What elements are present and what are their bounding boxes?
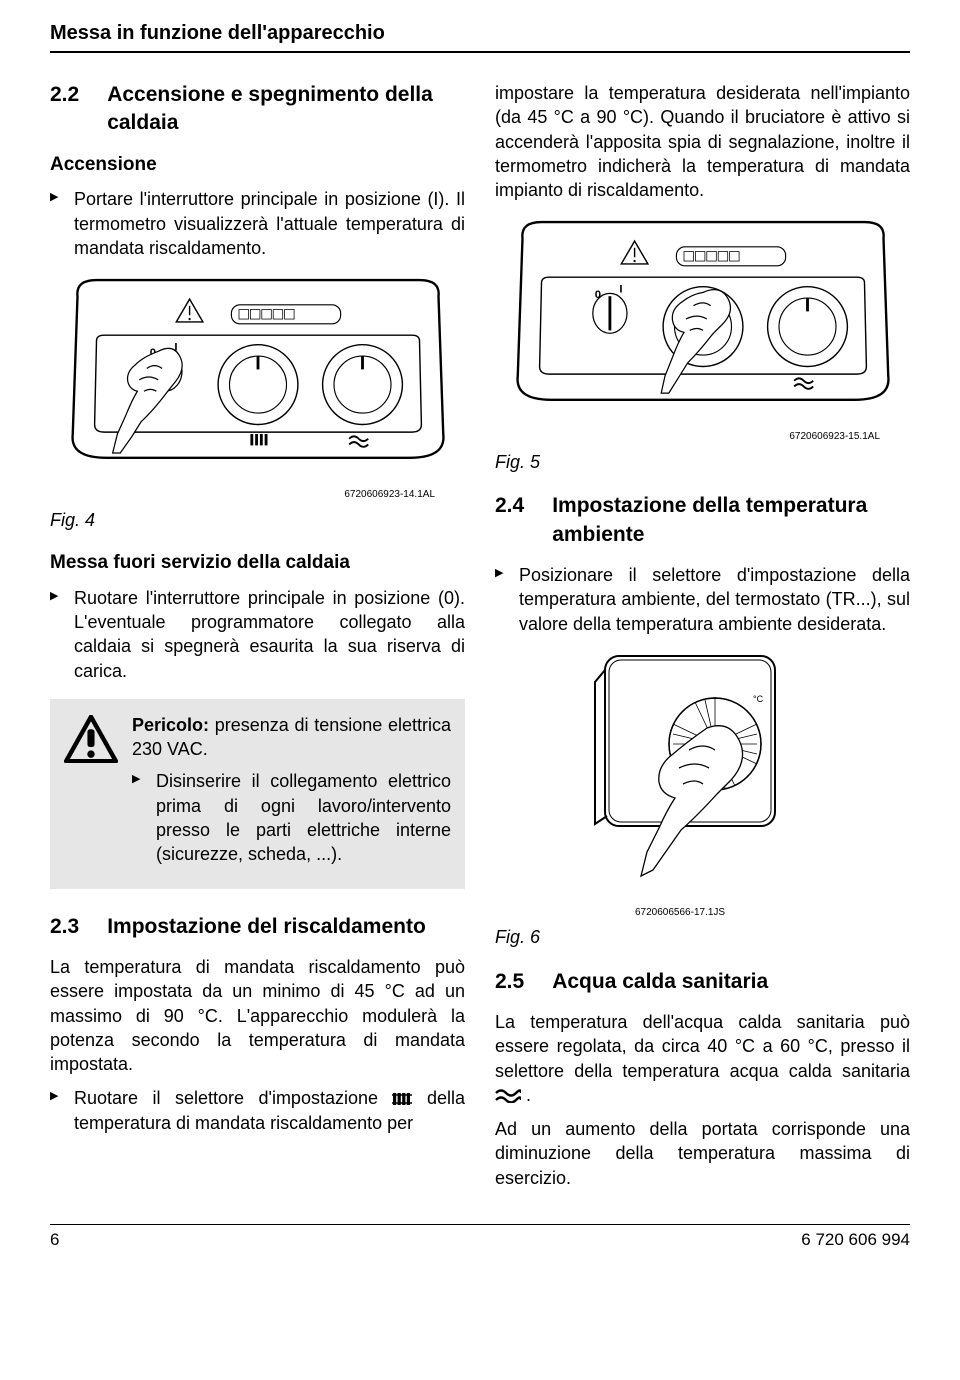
figure-4-caption: Fig. 4 xyxy=(50,508,465,532)
thermostat-illustration: °C xyxy=(545,646,805,906)
page-footer: 6 6 720 606 994 xyxy=(50,1224,910,1252)
section-2-3-heading: 2.3 Impostazione del riscaldamento xyxy=(50,913,465,941)
list-item: Posizionare il selettore d'impostazione … xyxy=(495,563,910,636)
figure-code: 6720606923-15.1AL xyxy=(495,430,910,444)
list-item: Ruotare il selettore d'impostazione dell… xyxy=(50,1086,465,1135)
document-id: 6 720 606 994 xyxy=(801,1229,910,1252)
boiler-panel-illustration-switch: 0 I xyxy=(68,272,448,482)
warning-lead-bold: Pericolo: xyxy=(132,715,209,735)
list-item: Portare l'interruttore principale in pos… xyxy=(50,187,465,260)
section-number: 2.5 xyxy=(495,968,524,996)
section-2-4-heading: 2.4 Impostazione della temperatura ambie… xyxy=(495,492,910,549)
two-column-layout: 2.2 Accensione e spegnimento della calda… xyxy=(50,81,910,1200)
section-title: Accensione e spegnimento della caldaia xyxy=(107,81,465,138)
accensione-list: Portare l'interruttore principale in pos… xyxy=(50,187,465,260)
right-column: impostare la temperatura desiderata nell… xyxy=(495,81,910,1200)
section-2-5-paragraph-2: Ad un aumento della portata corrisponde … xyxy=(495,1117,910,1190)
fuori-servizio-heading: Messa fuori servizio della caldaia xyxy=(50,550,465,576)
section-title: Acqua calda sanitaria xyxy=(552,968,768,996)
boiler-panel-illustration-knob: 0 I xyxy=(513,214,893,424)
warning-triangle-icon xyxy=(64,715,118,763)
warning-content: Pericolo: presenza di tensione elettrica… xyxy=(132,713,451,875)
section-2-5-paragraph-1: La temperatura dell'acqua calda sanitari… xyxy=(495,1010,910,1107)
figure-6-caption: Fig. 6 xyxy=(495,925,910,949)
section-2-4-list: Posizionare il selettore d'impostazione … xyxy=(495,563,910,636)
section-2-5-heading: 2.5 Acqua calda sanitaria xyxy=(495,968,910,996)
section-number: 2.3 xyxy=(50,913,79,941)
text-fragment: . xyxy=(526,1085,531,1105)
radiator-icon xyxy=(392,1092,412,1106)
section-number: 2.4 xyxy=(495,492,524,549)
warning-box: Pericolo: presenza di tensione elettrica… xyxy=(50,699,465,889)
svg-text:I: I xyxy=(619,284,622,296)
page-number: 6 xyxy=(50,1229,59,1252)
section-2-2-heading: 2.2 Accensione e spegnimento della calda… xyxy=(50,81,465,138)
wave-icon xyxy=(495,1089,521,1103)
fuori-servizio-list: Ruotare l'interruttore principale in pos… xyxy=(50,586,465,683)
svg-text:°C: °C xyxy=(753,694,764,704)
section-title: Impostazione della temperatura ambiente xyxy=(552,492,910,549)
section-2-3-list: Ruotare il selettore d'impostazione dell… xyxy=(50,1086,465,1135)
accensione-heading: Accensione xyxy=(50,152,465,178)
section-number: 2.2 xyxy=(50,81,79,138)
page-title: Messa in funzione dell'apparecchio xyxy=(50,20,910,53)
figure-code: 6720606923-14.1AL xyxy=(50,488,465,502)
text-fragment: Ruotare il selettore d'impostazione xyxy=(74,1088,392,1108)
section-2-3-paragraph: La temperatura di mandata riscaldamento … xyxy=(50,955,465,1076)
figure-5-caption: Fig. 5 xyxy=(495,450,910,474)
list-item: Ruotare l'interruttore principale in pos… xyxy=(50,586,465,683)
section-title: Impostazione del riscaldamento xyxy=(107,913,426,941)
left-column: 2.2 Accensione e spegnimento della calda… xyxy=(50,81,465,1200)
section-2-2-continuation: impostare la temperatura desiderata nell… xyxy=(495,81,910,202)
list-item: Disinserire il collegamento elettrico pr… xyxy=(132,769,451,866)
text-fragment: La temperatura dell'acqua calda sanitari… xyxy=(495,1012,910,1081)
figure-code: 6720606566-17.1JS xyxy=(635,906,910,920)
